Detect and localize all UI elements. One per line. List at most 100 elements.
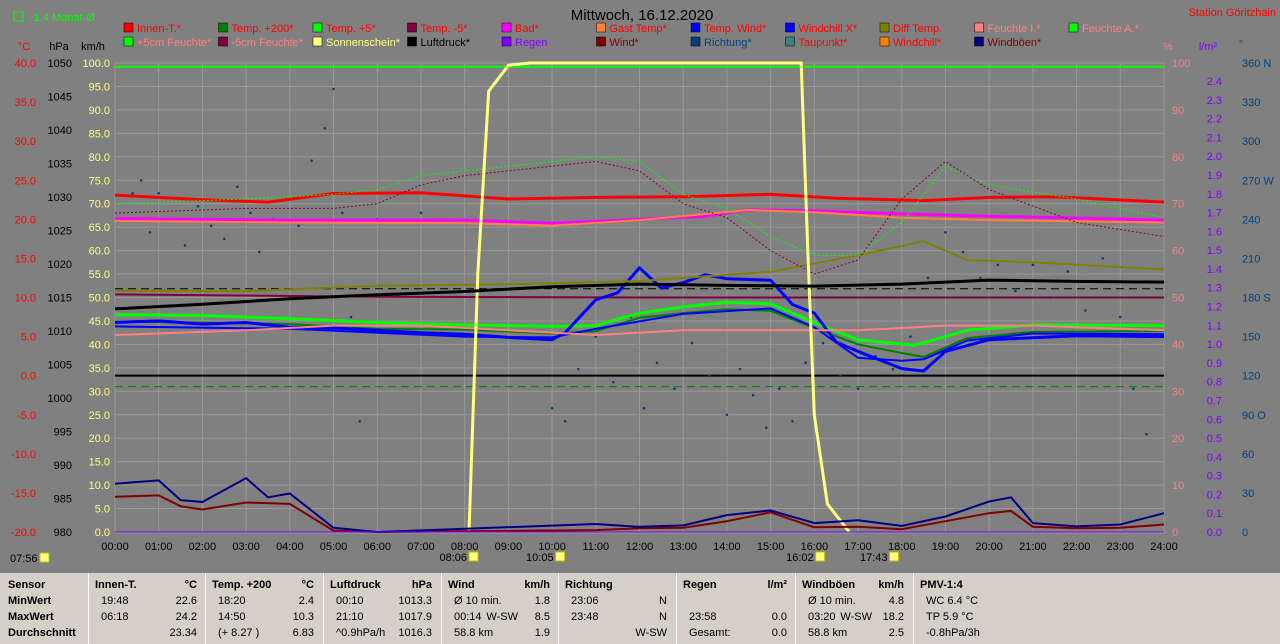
dir-axis-unit: ° — [1239, 39, 1243, 51]
direction-point — [157, 191, 161, 195]
legend-label: Windchill X* — [799, 23, 858, 35]
pct-tick-label: 0 — [1172, 527, 1178, 539]
kmh-tick-label: 95.0 — [89, 81, 110, 93]
temp-tick-label: -10.0 — [11, 449, 36, 461]
direction-point — [979, 276, 982, 280]
kmh-tick-label: 20.0 — [89, 433, 110, 445]
stat-cell-unit: °C — [184, 579, 197, 591]
series-lines — [114, 61, 1165, 533]
time-tick-label: 04:00 — [276, 541, 304, 553]
direction-point — [209, 224, 213, 228]
pct-tick-label: 50 — [1172, 293, 1184, 305]
event-time-label: 17:43 — [860, 552, 888, 564]
legend-label: Taupunkt* — [799, 37, 849, 49]
dir-tick-label: 300 — [1242, 136, 1260, 148]
stat-cell-min_t: Ø 10 min. — [808, 595, 856, 607]
legend-label: Innen-T.* — [137, 23, 182, 35]
rain-tick-label: 0.9 — [1207, 358, 1222, 370]
monthly-avg-label: -1.4 Monat-Ø — [30, 12, 95, 24]
dir-tick-label: 180 S — [1242, 293, 1271, 305]
dir-tick-label: 210 — [1242, 253, 1260, 265]
stat-column: Innen-T. °C 19:48 22.6 06:18 24.2 23.34 — [88, 573, 205, 644]
stat-cell-min_v: 22.6 — [175, 595, 197, 607]
time-tick-label: 06:00 — [363, 541, 391, 553]
rain-tick-label: 1.5 — [1207, 245, 1222, 257]
kmh-tick-label: 85.0 — [89, 128, 110, 140]
rain-tick-label: 1.0 — [1207, 339, 1222, 351]
legend-label: Feuchte I.* — [988, 23, 1042, 35]
series-line — [114, 324, 1165, 336]
legend-swatch — [218, 36, 228, 47]
direction-point — [725, 413, 729, 417]
stat-cell-max_v: 24.2 — [175, 611, 197, 623]
hpa-tick-label: 1035 — [48, 159, 72, 171]
legend-label: Temp. Wind* — [704, 23, 767, 35]
stat-cell-max_v: 18.2 — [882, 611, 904, 623]
direction-point — [310, 159, 313, 163]
stat-cell-min_t: WC 6.4 °C — [926, 595, 979, 607]
temp-tick-label: -20.0 — [11, 527, 36, 539]
rain-tick-label: 2.0 — [1207, 151, 1222, 163]
row-label-avg: Durchschnitt — [8, 627, 76, 639]
event-time-label: 10:05 — [526, 552, 554, 564]
temp-tick-label: 20.0 — [15, 214, 36, 226]
legend-label: Feuchte A.* — [1082, 23, 1140, 35]
series-line — [114, 477, 1165, 533]
direction-point — [563, 419, 567, 423]
legend-swatch — [974, 36, 984, 47]
stat-cell-max_v: 10.3 — [292, 611, 314, 623]
time-tick-label: 18:00 — [888, 541, 916, 553]
legend-label: Temp. -5* — [421, 23, 469, 35]
legend-swatch — [123, 36, 134, 47]
direction-point — [323, 126, 327, 130]
time-tick-label: 13:00 — [669, 541, 697, 553]
axes: 40.0 35.0 30.0 25.0 20.0 15.0 10.0 5.0 0.0 -5.0 -1… — [10, 58, 1274, 565]
legend-label: Richtung* — [704, 37, 752, 49]
direction-point — [222, 237, 226, 241]
direction-point — [839, 374, 842, 377]
direction-point — [196, 205, 200, 208]
stat-cell-avg_t: 58.8 km — [454, 627, 494, 639]
stat-cell-head: Windböen — [802, 579, 856, 591]
time-tick-label: 23:00 — [1107, 541, 1135, 553]
sun-marker-icon — [468, 551, 479, 562]
stat-cell-max_v: 0.0 — [771, 611, 787, 623]
direction-point — [577, 367, 580, 371]
series-line — [114, 278, 1165, 311]
temp-tick-label: 5.0 — [21, 332, 36, 344]
stat-cell-unit: km/h — [524, 579, 550, 591]
dir-tick-label: 120 — [1242, 371, 1260, 383]
weather-chart: 40.0 35.0 30.0 25.0 20.0 15.0 10.0 5.0 0.0 -5.0 -1… — [10, 7, 1276, 565]
direction-point — [708, 374, 711, 377]
pct-tick-label: 10 — [1172, 480, 1184, 492]
dir-tick-label: 90 O — [1242, 410, 1266, 422]
hpa-tick-label: 990 — [54, 460, 72, 472]
stat-cell-head: Wind — [448, 579, 475, 591]
direction-point — [257, 250, 261, 254]
kmh-tick-label: 15.0 — [89, 457, 110, 469]
stat-cell-avg_v: 2.5 — [888, 627, 904, 639]
stat-column: PMV-1:4 WC 6.4 °C TP 5.9 °C -0.8hPa/3h — [913, 573, 1034, 644]
kmh-tick-label: 90.0 — [89, 105, 110, 117]
rain-tick-label: 2.4 — [1207, 76, 1222, 88]
stat-cell-max_t: 00:14 — [454, 611, 482, 623]
direction-point — [358, 419, 362, 423]
stat-column: Luftdruck hPa 00:10 1013.3 21:10 1017.9 ^0.9hP… — [323, 573, 440, 644]
stat-cell-avg_t: Gesamt: — [689, 627, 731, 639]
stat-cell-head: Regen — [683, 579, 717, 591]
rain-tick-label: 0.6 — [1207, 414, 1222, 426]
series-line — [114, 293, 1164, 299]
temp-tick-label: 0.0 — [21, 371, 36, 383]
legend-swatch — [690, 22, 701, 33]
kmh-tick-label: 45.0 — [89, 316, 110, 328]
stat-cell-max_t: 21:10 — [336, 611, 364, 623]
stat-cell-unit: hPa — [411, 579, 432, 591]
hpa-tick-label: 995 — [54, 427, 72, 439]
stat-cell-max_t: 14:50 — [218, 611, 246, 623]
direction-point — [1066, 270, 1070, 273]
kmh-tick-label: 50.0 — [89, 293, 110, 305]
stat-cell-unit: km/h — [878, 579, 904, 591]
event-time-label: 08:06 — [440, 552, 468, 564]
direction-point — [349, 315, 353, 319]
stat-cell-unit: l/m² — [767, 579, 787, 591]
